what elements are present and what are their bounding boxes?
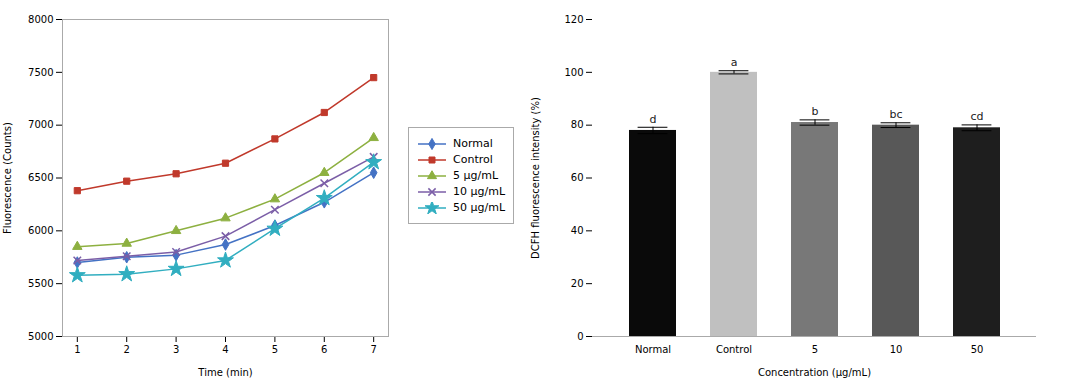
svg-text:DCFH fluorescence intensity (%: DCFH fluorescence intensity (%)	[530, 97, 541, 259]
svg-text:Fluorescence (Counts): Fluorescence (Counts)	[2, 122, 13, 234]
svg-text:120: 120	[564, 14, 583, 25]
svg-text:5: 5	[812, 344, 818, 355]
svg-text:50: 50	[971, 344, 984, 355]
html-text:5 μg/mL: 5 μg/mL	[453, 169, 498, 182]
html-text:Control: Control	[453, 153, 493, 166]
svg-text:1: 1	[74, 344, 80, 355]
svg-text:2: 2	[124, 344, 130, 355]
svg-text:100: 100	[564, 67, 583, 78]
svg-text:5000: 5000	[28, 331, 53, 342]
svg-text:7000: 7000	[28, 119, 53, 130]
svg-text:5: 5	[272, 344, 278, 355]
svg-text:Control: Control	[716, 344, 752, 355]
svg-text:3: 3	[173, 344, 179, 355]
svg-text:60: 60	[571, 172, 584, 183]
svg-text:80: 80	[571, 119, 584, 130]
svg-text:4: 4	[222, 344, 228, 355]
html-text:Normal: Normal	[453, 137, 493, 150]
svg-text:20: 20	[571, 278, 584, 289]
svg-text:6000: 6000	[28, 225, 53, 236]
svg-text:a: a	[731, 56, 738, 69]
html-text:10 μg/mL: 10 μg/mL	[453, 185, 505, 198]
svg-text:6500: 6500	[28, 172, 53, 183]
html-text:50 μg/mL: 50 μg/mL	[453, 201, 505, 214]
svg-text:Normal: Normal	[635, 344, 671, 355]
svg-text:8000: 8000	[28, 14, 53, 25]
svg-text:bc: bc	[890, 108, 903, 121]
svg-text:10: 10	[890, 344, 903, 355]
svg-text:6: 6	[321, 344, 327, 355]
svg-text:cd: cd	[971, 110, 984, 123]
svg-text:5500: 5500	[28, 278, 53, 289]
svg-text:Time (min): Time (min)	[197, 367, 252, 378]
svg-text:Concentration (μg/mL): Concentration (μg/mL)	[758, 367, 871, 378]
svg-text:b: b	[812, 105, 819, 118]
svg-text:0: 0	[577, 331, 583, 342]
svg-text:d: d	[650, 113, 657, 126]
svg-text:7: 7	[370, 344, 376, 355]
svg-text:40: 40	[571, 225, 584, 236]
svg-text:7500: 7500	[28, 67, 53, 78]
